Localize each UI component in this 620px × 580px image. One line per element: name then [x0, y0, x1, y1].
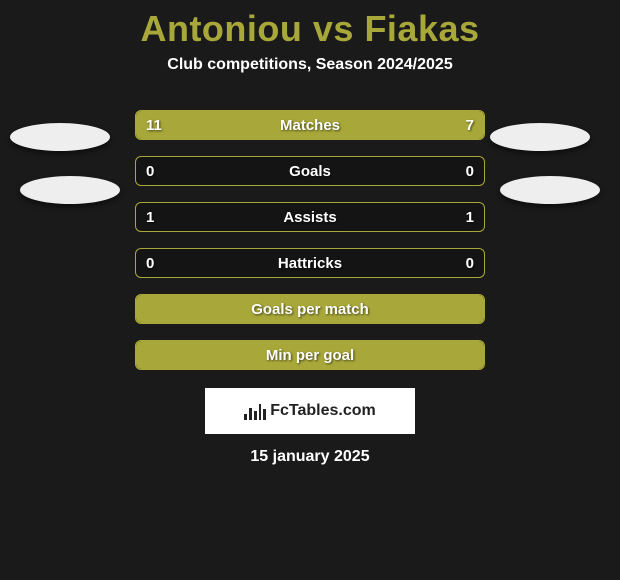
stat-value-right: 7 — [466, 117, 474, 134]
stat-row: 0 0 Hattricks — [0, 240, 620, 286]
stat-bar: 0 0 Goals — [135, 156, 485, 186]
comparison-card: Antoniou vs Fiakas Club competitions, Se… — [0, 0, 620, 466]
stat-row: Min per goal — [0, 332, 620, 378]
avatar-placeholder — [490, 123, 590, 151]
stat-label: Hattricks — [278, 255, 342, 272]
stat-value-right: 0 — [466, 255, 474, 272]
stat-label: Assists — [283, 209, 336, 226]
stat-row: Goals per match — [0, 286, 620, 332]
stat-bar: Min per goal — [135, 340, 485, 370]
stat-label: Goals — [289, 163, 331, 180]
date-label: 15 january 2025 — [250, 448, 369, 466]
stat-bar: 0 0 Hattricks — [135, 248, 485, 278]
avatar-placeholder — [20, 176, 120, 204]
stat-bar: Goals per match — [135, 294, 485, 324]
source-badge: FcTables.com — [205, 388, 415, 434]
stat-label: Min per goal — [266, 347, 354, 364]
stat-value-right: 1 — [466, 209, 474, 226]
stat-value-right: 0 — [466, 163, 474, 180]
bars-icon — [244, 402, 266, 420]
stat-value-left: 1 — [146, 209, 154, 226]
stat-label: Goals per match — [251, 301, 369, 318]
stat-label: Matches — [280, 117, 340, 134]
stat-value-left: 0 — [146, 255, 154, 272]
stat-value-left: 11 — [146, 117, 162, 134]
avatar-placeholder — [10, 123, 110, 151]
subtitle: Club competitions, Season 2024/2025 — [167, 56, 452, 74]
stat-bar: 1 1 Assists — [135, 202, 485, 232]
stat-value-left: 0 — [146, 163, 154, 180]
stat-bar: 11 7 Matches — [135, 110, 485, 140]
badge-text: FcTables.com — [270, 402, 376, 420]
avatar-placeholder — [500, 176, 600, 204]
page-title: Antoniou vs Fiakas — [140, 8, 479, 50]
